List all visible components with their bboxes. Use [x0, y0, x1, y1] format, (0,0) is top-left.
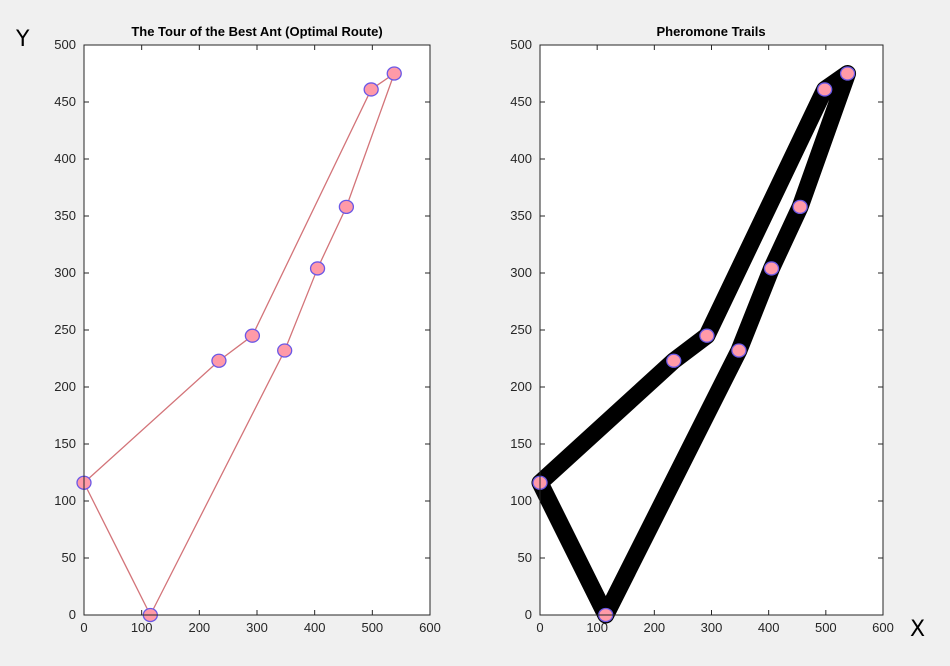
route-y-tick-label: 250: [54, 322, 76, 337]
route-y-tick-label: 400: [54, 151, 76, 166]
pheromone-plot-axes-box: [539, 44, 884, 616]
route-route-line: [83, 72, 395, 616]
pheromone-y-tick-label: 450: [510, 94, 532, 109]
pheromone-y-tick-label: 200: [510, 379, 532, 394]
route-y-tick-label: 350: [54, 208, 76, 223]
route-y-tick-label: 150: [54, 436, 76, 451]
route-x-tick-label: 300: [246, 620, 268, 635]
pheromone-plot-panel: Pheromone Trails 0 100 200 300 400 500 600 0 50 1…: [510, 24, 894, 635]
route-y-tick-label: 300: [54, 265, 76, 280]
pheromone-route-line: [531, 65, 857, 624]
route-x-tick-label: 0: [80, 620, 87, 635]
route-y-tick-label: 500: [54, 37, 76, 52]
route-x-tick-label: 200: [188, 620, 210, 635]
route-city-node: [338, 199, 355, 215]
pheromone-y-tick-label: 400: [510, 151, 532, 166]
pheromone-y-tick-label: 300: [510, 265, 532, 280]
route-city-node: [386, 66, 402, 81]
route-plot-panel: The Tour of the Best Ant (Optimal Route)…: [54, 24, 441, 635]
route-city-node: [244, 328, 261, 343]
pheromone-y-tick-label: 500: [510, 37, 532, 52]
route-y-tick-label: 450: [54, 94, 76, 109]
route-plot-title: The Tour of the Best Ant (Optimal Route): [131, 24, 382, 39]
route-y-tick-label: 100: [54, 493, 76, 508]
pheromone-x-tick-label: 100: [586, 620, 608, 635]
route-plot-markers: [76, 66, 402, 623]
route-x-tick-label: 600: [419, 620, 441, 635]
pheromone-city-node: [817, 82, 833, 97]
route-x-tick-label: 500: [361, 620, 383, 635]
pheromone-city-node: [792, 199, 808, 215]
route-y-tick-label: 50: [62, 550, 76, 565]
pheromone-y-tick-label: 100: [510, 493, 532, 508]
pheromone-x-tick-label: 200: [643, 620, 665, 635]
pheromone-y-tick-label: 350: [510, 208, 532, 223]
pheromone-x-tick-label: 0: [536, 620, 543, 635]
route-y-tick-label: 200: [54, 379, 76, 394]
pheromone-plot-lines: [531, 65, 857, 624]
pheromone-city-node: [839, 66, 856, 81]
route-city-node: [211, 353, 227, 368]
pheromone-plot-title: Pheromone Trails: [656, 24, 765, 39]
route-x-tick-label: 100: [131, 620, 153, 635]
route-city-node: [309, 261, 326, 276]
route-y-tick-label: 0: [69, 607, 76, 622]
pheromone-x-tick-label: 300: [701, 620, 723, 635]
route-city-node: [363, 82, 379, 97]
pheromone-y-tick-label: 150: [510, 436, 532, 451]
pheromone-city-node: [731, 343, 747, 358]
route-x-tick-label: 400: [304, 620, 326, 635]
pheromone-x-tick-label: 600: [872, 620, 894, 635]
route-city-node: [277, 343, 293, 358]
pheromone-y-tick-label: 0: [525, 607, 532, 622]
y-corner-label: Y: [15, 27, 30, 52]
route-plot-lines: [83, 72, 395, 616]
route-plot-axes-box: [83, 44, 431, 616]
route-plot-ticks: 0 100 200 300 400 500 600 0 50 100 150 200 250 300 350…: [54, 37, 441, 635]
pheromone-city-node: [666, 353, 682, 368]
pheromone-x-tick-label: 500: [815, 620, 837, 635]
pheromone-y-tick-label: 50: [518, 550, 532, 565]
pheromone-city-node: [699, 328, 715, 343]
x-corner-label: X: [910, 617, 925, 642]
pheromone-x-tick-label: 400: [758, 620, 780, 635]
pheromone-y-tick-label: 250: [510, 322, 532, 337]
pheromone-city-node: [763, 261, 780, 276]
